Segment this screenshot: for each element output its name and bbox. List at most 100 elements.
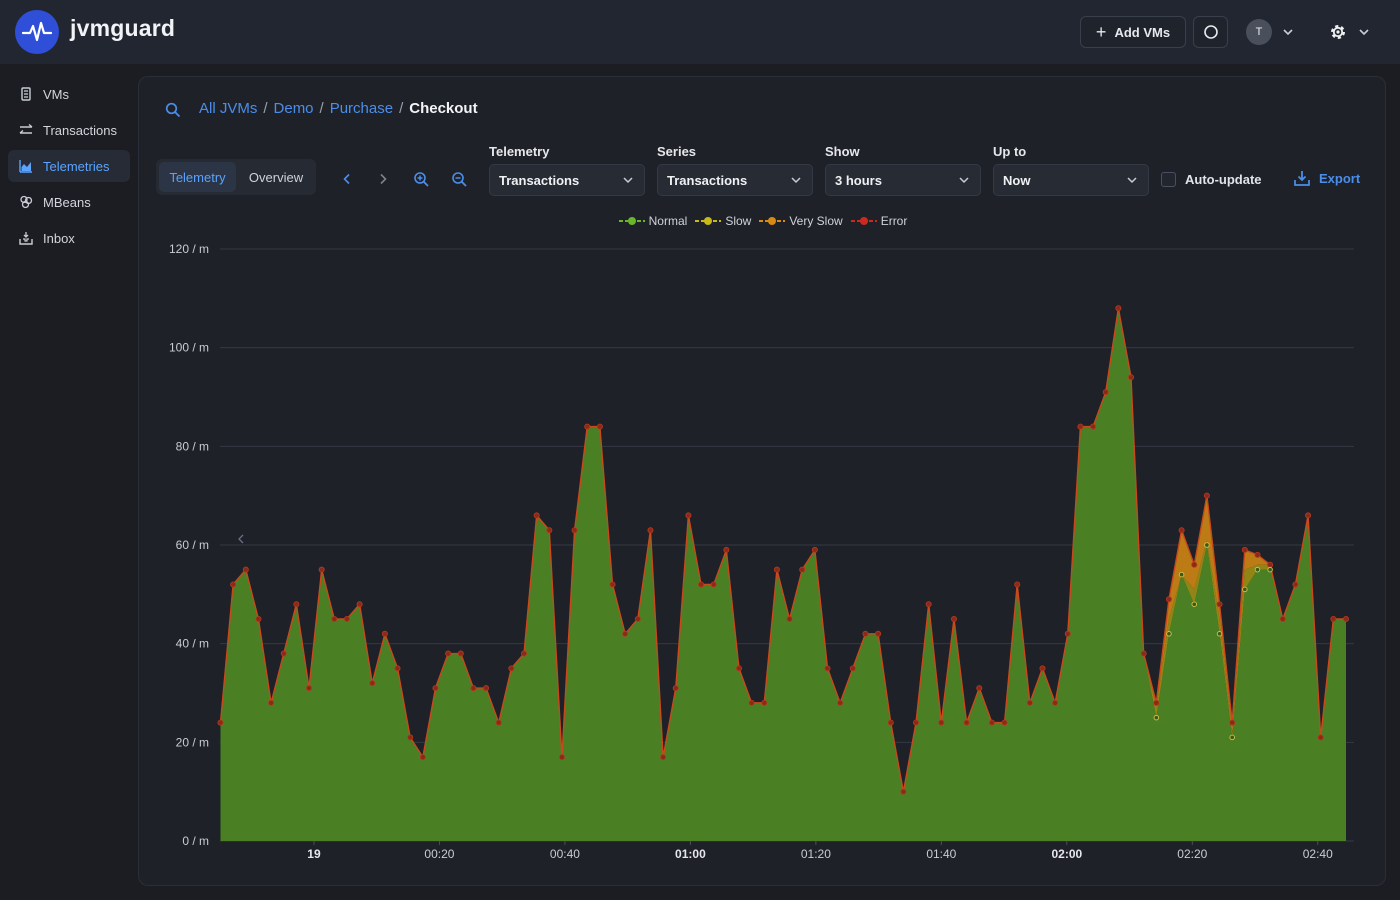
plus-icon: + xyxy=(1095,22,1107,42)
sidebar: VMs Transactions Telemetries MBeans Inbo… xyxy=(0,64,138,900)
data-point xyxy=(470,685,477,692)
legend-marker-slow-icon xyxy=(695,217,722,225)
legend-item-error[interactable]: Error xyxy=(850,214,907,228)
breadcrumb-demo[interactable]: Demo xyxy=(273,100,314,117)
download-icon xyxy=(1294,171,1310,186)
data-point xyxy=(369,680,376,687)
data-point xyxy=(1153,699,1160,706)
tab-telemetry[interactable]: Telemetry xyxy=(159,162,236,192)
data-point xyxy=(988,719,995,726)
theme-toggle-button[interactable] xyxy=(1193,16,1228,48)
data-point xyxy=(723,546,730,553)
data-point xyxy=(217,719,224,726)
sidebar-item-label: MBeans xyxy=(43,194,91,210)
series-select-value: Transactions xyxy=(667,172,748,188)
breadcrumb-purchase[interactable]: Purchase xyxy=(329,100,394,117)
telemetry-label: Telemetry xyxy=(489,144,550,159)
breadcrumb-all-jvms[interactable]: All JVMs xyxy=(199,100,258,117)
x-tick-label: 02:20 xyxy=(1177,847,1207,861)
up-to-select[interactable]: Now xyxy=(993,164,1149,196)
view-tabs: Telemetry Overview xyxy=(156,159,316,195)
data-point xyxy=(293,601,300,608)
data-point xyxy=(483,685,490,692)
data-point xyxy=(1317,734,1324,741)
mbeans-icon xyxy=(20,195,33,209)
telemetry-select[interactable]: Transactions xyxy=(489,164,645,196)
data-point xyxy=(533,512,540,519)
user-menu-chevron-icon[interactable] xyxy=(1282,27,1294,37)
tab-overview[interactable]: Overview xyxy=(248,169,304,185)
top-bar: jvmguard + Add VMs T xyxy=(0,0,1400,64)
logo-icon[interactable] xyxy=(15,10,59,54)
x-tick-label: 01:40 xyxy=(926,847,956,861)
data-point xyxy=(1178,527,1185,534)
chevron-down-icon xyxy=(1127,177,1137,184)
data-point xyxy=(786,616,793,623)
data-point xyxy=(1203,492,1210,499)
show-label: Show xyxy=(825,144,860,159)
sidebar-item-inbox[interactable]: Inbox xyxy=(8,222,130,254)
data-point xyxy=(419,754,426,761)
chevron-right-icon[interactable] xyxy=(374,170,392,188)
auto-update-label[interactable]: Auto-update xyxy=(1185,172,1262,187)
series-area-normal xyxy=(220,308,1346,841)
search-icon[interactable] xyxy=(165,102,181,118)
zoom-in-icon[interactable] xyxy=(412,170,430,188)
data-point xyxy=(381,630,388,637)
legend-marker-very-slow-icon xyxy=(759,217,786,225)
breadcrumb-separator: / xyxy=(399,100,404,117)
data-point xyxy=(331,616,338,623)
sidebar-item-transactions[interactable]: Transactions xyxy=(8,114,130,146)
sidebar-item-telemetries[interactable]: Telemetries xyxy=(8,150,130,182)
data-point xyxy=(1292,581,1299,588)
export-button[interactable]: Export xyxy=(1294,170,1360,186)
data-point xyxy=(1014,581,1021,588)
data-point xyxy=(1254,566,1261,573)
y-tick-label: 20 / m xyxy=(176,735,209,749)
chart-legend: Normal Slow Very Slow Error xyxy=(0,214,1400,228)
sidebar-item-mbeans[interactable]: MBeans xyxy=(8,186,130,218)
data-point xyxy=(710,581,717,588)
x-tick-label: 02:00 xyxy=(1051,847,1082,861)
series-line-total xyxy=(219,308,1346,792)
zoom-out-icon[interactable] xyxy=(450,170,468,188)
avatar[interactable]: T xyxy=(1246,19,1272,45)
legend-item-slow[interactable]: Slow xyxy=(695,214,751,228)
gear-icon[interactable] xyxy=(1329,23,1347,41)
legend-item-normal[interactable]: Normal xyxy=(618,214,687,228)
y-tick-label: 0 / m xyxy=(182,834,209,848)
data-point xyxy=(1229,719,1236,726)
data-point xyxy=(1267,566,1273,573)
legend-marker-normal-icon xyxy=(618,217,645,225)
data-point xyxy=(660,754,667,761)
y-tick-label: 80 / m xyxy=(176,439,209,453)
legend-marker-error-icon xyxy=(850,217,877,225)
data-point xyxy=(1001,719,1008,726)
series-select[interactable]: Transactions xyxy=(657,164,813,196)
auto-update-checkbox[interactable] xyxy=(1161,172,1176,187)
data-point xyxy=(1254,551,1261,558)
data-point xyxy=(280,650,287,657)
data-point xyxy=(887,719,894,726)
data-point xyxy=(900,788,907,795)
app-name: jvmguard xyxy=(70,15,176,41)
data-point xyxy=(824,665,831,672)
data-point xyxy=(1204,542,1210,548)
chevron-down-icon xyxy=(959,177,969,184)
settings-chevron-icon[interactable] xyxy=(1358,27,1370,37)
data-point xyxy=(343,616,350,623)
data-point xyxy=(242,566,249,573)
data-point xyxy=(609,581,616,588)
x-tick-label: 00:20 xyxy=(424,847,454,861)
data-point xyxy=(1267,561,1274,568)
data-point xyxy=(938,719,945,726)
show-select[interactable]: 3 hours xyxy=(825,164,981,196)
chevron-left-icon[interactable] xyxy=(338,170,356,188)
sidebar-item-vms[interactable]: VMs xyxy=(8,78,130,110)
legend-item-very-slow[interactable]: Very Slow xyxy=(759,214,843,228)
data-point xyxy=(571,527,578,534)
add-vms-button[interactable]: + Add VMs xyxy=(1080,16,1186,48)
data-point xyxy=(913,719,920,726)
data-point xyxy=(1052,699,1059,706)
